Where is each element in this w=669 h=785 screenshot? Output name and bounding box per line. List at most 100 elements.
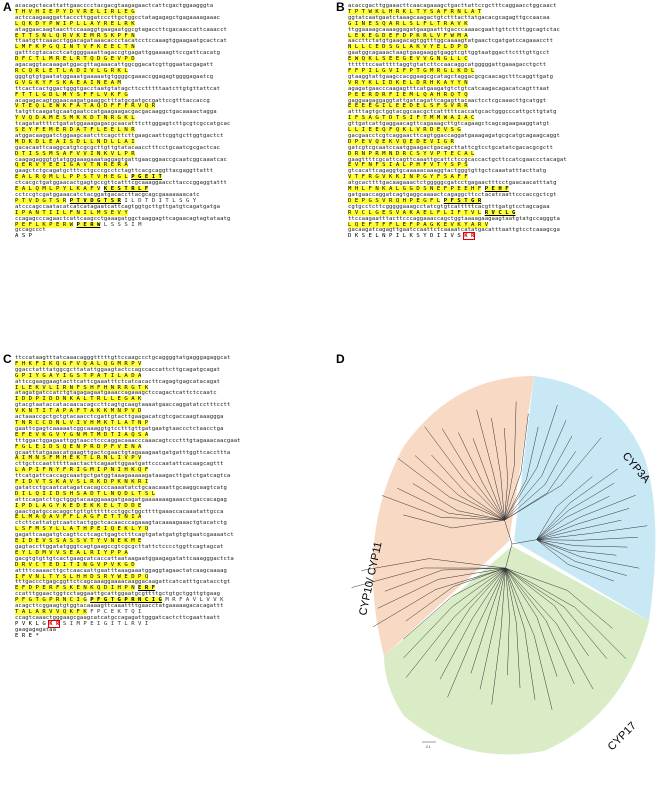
branch: [572, 519, 622, 532]
amino-acid-run: L Q E F T F F L E F P A G K E V K Y A R …: [348, 221, 489, 228]
branch: [372, 589, 436, 628]
dna-line: actccaagaaggattacccttggatcccttgctggcctat…: [15, 14, 221, 21]
branch: [476, 568, 506, 629]
branch: [505, 568, 538, 618]
protein-line: L M F K P G Q I N T V F K E E C T N: [15, 44, 230, 51]
branch: [536, 517, 566, 540]
branch: [520, 413, 529, 473]
amino-acid-run: D F C T L M R E L R T Q D G E V P D: [15, 56, 135, 63]
amino-acid-run: T N R C C D N L V I V H M K T L A T N P: [15, 419, 149, 426]
amino-acid-run: P V K L G: [15, 620, 46, 627]
dna-line: ccagagcccagaactcattcaagcctgaaagatggctaag…: [15, 215, 231, 222]
amino-acid-run: T H V H I E P Y D V R E L I R L E G: [15, 8, 135, 15]
amino-acid-run: T A L A R V V Q K F K: [15, 608, 87, 615]
amino-acid-tail: M R F A V L V V K: [161, 597, 224, 604]
branch: [397, 487, 450, 514]
branch: [544, 435, 573, 485]
protein-line: D R V C T E D I T I N G V P V K G D: [15, 561, 241, 569]
sequence-c: ttccataagtttatcaaacagggtttttgttccaagccct…: [15, 355, 241, 640]
branch: [482, 482, 505, 521]
branch: [377, 579, 439, 609]
phylogenetic-tree: CYP10/ CYP11 CYP3A CYP17 0.1: [351, 376, 656, 755]
branch: [414, 455, 459, 496]
protein-line: E W Q K L S E E G E V V G N G L L C: [348, 56, 567, 63]
amino-acid-run: L A P I F N Y F R I G M I P N I H K Q F: [15, 467, 149, 474]
protein-line: T P T W K L H R K L T Y S A F R N L A T: [348, 8, 567, 16]
panel-d: D CYP10/ CYP11 CYP3A CYP17 0.1: [336, 352, 666, 782]
amino-acid-run: E F D P E R F S K E N K Q D I H P N: [15, 585, 135, 592]
branch: [504, 472, 522, 521]
protein-line: L A P I F N Y F R I G M I P N I H K Q F: [15, 467, 241, 474]
amino-acid-run: E F E V K G V Y G N M T M D T I A Q S A: [15, 431, 149, 438]
dna-line: cgtgcctcttcgggggaaagcctatcgtgtcatttttcac…: [348, 203, 550, 210]
dna-line: gttgatcattgaggaacagttcagaaagcttgtcagaagc…: [348, 121, 550, 128]
amino-acid-run: N L L C E D S G L A K V Y E L D P D: [348, 44, 468, 51]
branch: [536, 539, 569, 565]
clade-cyp3a-background: [514, 376, 656, 621]
dna-line: ttaatgttcaaacctggacagataaacaccctacatcctc…: [15, 38, 227, 45]
amino-acid-run: E L M A Q A V F F L A G F E T T N I A: [15, 514, 142, 521]
branch: [435, 608, 471, 662]
branch: [439, 618, 473, 680]
dna-line: ttccataagtttatcaaacagggtttttgttccaagccct…: [15, 355, 231, 361]
dna-line: attccgaaggaagtacttcattcgaaatttctcatcacac…: [15, 378, 221, 385]
protein-line: L Q K D Y P W I P L L A Y R E L R K: [15, 20, 230, 28]
branch: [575, 561, 627, 576]
protein-line: D K S E L N P I L K S Y D I I V S K R: [348, 232, 567, 241]
amino-acid-run: D E P G S V R Q H P E G F L: [348, 197, 441, 204]
amino-acid-run: R V C L G E S V A K A E L F L I F T V L: [348, 209, 482, 216]
amino-acid-run: E T T S N L Q R V K E M R S K P F N: [15, 32, 135, 39]
amino-acid-run: E A L R Q M L L P P S T V H E G L: [15, 174, 128, 181]
branch: [494, 568, 506, 624]
protein-line: V R Y K L I D K E L D R H K A Y Y N: [348, 79, 567, 87]
branch: [536, 539, 582, 541]
branch: [507, 616, 510, 676]
amino-acid-run: L M F K P G Q I N T V F K E E C T N: [15, 44, 135, 51]
amino-acid-tail: I L D T D I T L S G Y: [120, 197, 197, 204]
protein-line: R C Q R L E T L A D I V L G R K L: [15, 67, 230, 75]
dna-line: acacagctacattattgaacccctacgacgtaagagaact…: [15, 3, 214, 9]
amino-acid-run: E R E *: [15, 632, 39, 639]
amino-acid-run: M D K D L E A I S D L L N D L L A I: [15, 138, 135, 145]
protein-line: E I D E V S S A S S V T Y V N E K M E: [15, 538, 241, 545]
branch: [569, 468, 618, 503]
branch: [533, 635, 553, 710]
branch: [581, 557, 640, 569]
branch: [403, 596, 453, 640]
branch: [579, 494, 636, 518]
amino-acid-run: M H L F N K A L G G D S N E F P E E H F: [348, 186, 482, 193]
amino-acid-run: V R Y K L I D K E L D R H K A Y Y N: [348, 79, 468, 86]
amino-acid-run: L E K E G D E F D P K R L V F W M A: [348, 32, 468, 39]
amino-acid-run: R C Q R L E T L A D I V L G R K L: [15, 67, 128, 74]
stop-region-marker: K R: [463, 232, 476, 241]
branch: [567, 564, 615, 582]
branch: [442, 567, 506, 571]
protein-line: I P A N T I I L F N I L M S E V Y: [15, 209, 230, 217]
panel-c-label: C: [3, 352, 12, 366]
branch: [505, 568, 510, 617]
sequence-a: acacagctacattattgaacccctacgacgtaagagaact…: [15, 3, 231, 240]
scale-label: 0.1: [426, 745, 431, 749]
branch: [560, 437, 602, 486]
protein-line: E A L Q M L P Y L K A F V K E S T R L F: [15, 186, 230, 193]
branch: [536, 539, 576, 546]
dna-line: gaactgatgccacaggctgttgttttttcctggctggctt…: [15, 508, 224, 515]
amino-acid-run: F F P I L G V I F P T G M R G L K D L: [348, 67, 475, 74]
protein-line: F H K F I K Q G F V Q A L Q G M R P V: [15, 360, 241, 368]
protein-line: G P I Y G A Y I G S T P A T I L A D A: [15, 372, 241, 380]
branch: [536, 502, 571, 540]
conserved-motif: R V C L G: [484, 209, 516, 216]
protein-line: V T F R G V K K I N P G Y F S A F F: [348, 174, 567, 181]
branch: [536, 506, 557, 540]
protein-line: P E E R D R F I E M L Q A H R Q T Q: [348, 91, 567, 99]
protein-line: A S P: [15, 233, 230, 240]
dna-line: gacacaattcaaggcatgtcgcgcttgttgtatacaacct…: [15, 144, 221, 151]
dna-line: agagatgaacccaagagtttcatgaagatgtctgtcatca…: [348, 85, 550, 92]
branch: [536, 533, 587, 540]
branch: [504, 427, 509, 481]
protein-line: E A L R Q M L L P P S T V H E G L P G E …: [15, 174, 230, 181]
dna-line: gacgtgtgttgtcactgaagcatcaccattaataagaatg…: [15, 555, 234, 562]
protein-line: V K N T I T A P A F T A K K M N P V D: [15, 408, 241, 415]
branch: [403, 606, 453, 659]
dna-line: tttgaccctgagcggttctcagcaaaggaaaacaaggaca…: [15, 579, 231, 586]
